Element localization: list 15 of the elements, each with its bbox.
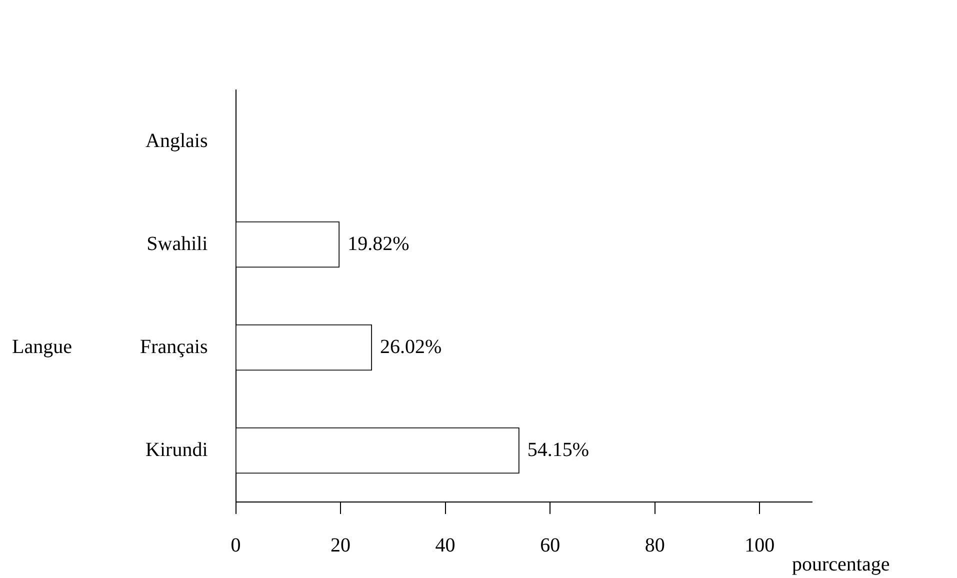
x-tick-label: 20 [330, 534, 351, 556]
y-tick-label: Swahili [146, 232, 208, 255]
x-axis-title: pourcentage [792, 553, 890, 576]
x-tick-label: 40 [435, 534, 456, 556]
y-tick-label: Anglais [146, 130, 208, 152]
x-tick-label: 80 [644, 534, 665, 556]
data-label: 19.82% [348, 232, 410, 255]
x-tick-label: 100 [744, 534, 775, 556]
y-axis-title: Langue [12, 336, 72, 358]
x-tick-label: 0 [230, 534, 241, 556]
data-label: 26.02% [380, 336, 442, 358]
data-label: 54.15% [527, 438, 590, 461]
y-tick-label: Français [140, 336, 208, 358]
x-tick-label: 60 [540, 534, 560, 556]
y-tick-label: Kirundi [146, 438, 208, 461]
